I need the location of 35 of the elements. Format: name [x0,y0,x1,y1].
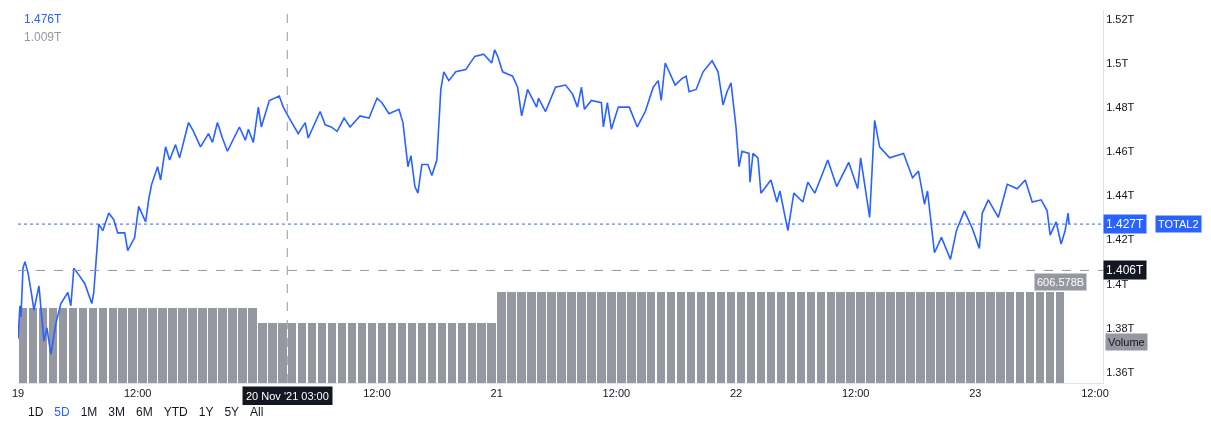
ref-line-label: 20 Nov '21 03:00 [246,390,329,402]
text: 5Y [224,405,240,419]
x-tick-label: 23 [969,387,982,400]
x-tick-label: 12:00 [363,387,391,400]
text: 5D [54,405,70,419]
x-tick-label: 22 [729,387,743,400]
text: All [250,405,264,419]
y-tick-label: 1.52T [1106,12,1135,25]
x-tick-label: 21 [490,387,503,400]
annotation: 1.476T [24,12,63,26]
y-tick-label: 1.46T [1106,145,1135,158]
y-tick-label: 1.5T [1106,56,1129,69]
y-tick-label: 1.36T [1106,365,1135,378]
legend-label: TOTAL2 [1158,218,1199,230]
text: YTD [163,405,188,419]
y-tick-label: 1.38T [1106,321,1135,334]
text: 1Y [198,405,214,419]
y-tick-label: 1.48T [1106,100,1135,113]
x-tick-label: 12:00 [602,387,631,400]
y-tick-label: 1.42T [1106,233,1135,246]
ref-line-label: 1.427T [1106,217,1145,231]
text: 1D [28,405,44,419]
x-tick-label: 12:00 [841,387,870,400]
y-tick-label: 1.4T [1106,277,1129,290]
text: 1M [80,405,98,419]
x-tick-label: 12:00 [123,387,152,400]
text: 6M [136,405,153,419]
x-tick-label: 19 [11,387,25,400]
text: Volume [1108,336,1145,348]
y-tick-label: 1.44T [1106,189,1135,202]
ref-line-label: 1.406T [1106,263,1145,277]
x-tick-label: 12:00 [1081,387,1109,400]
data-label: 606.578B [1037,276,1085,288]
annotation: 1.009T [24,30,63,44]
text: 3M [108,405,126,419]
